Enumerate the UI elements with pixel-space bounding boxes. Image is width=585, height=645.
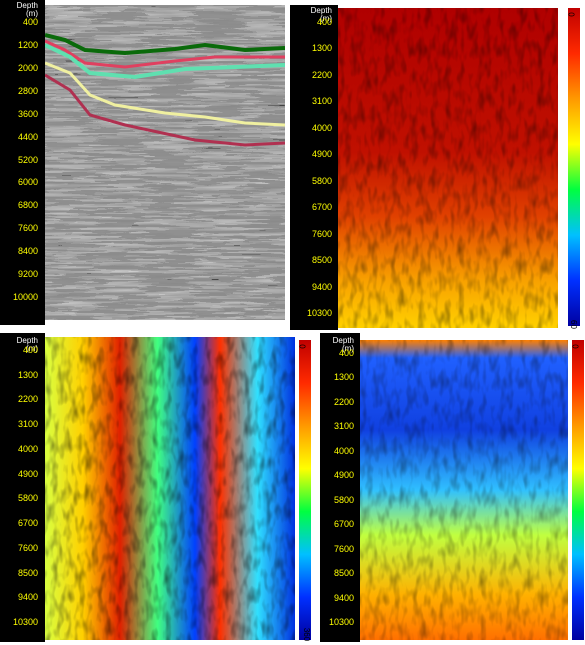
depth-label: 8500 [17,567,38,578]
depth-label: 5200 [17,154,38,165]
depth-label: 10300 [306,308,332,318]
depth-label: 5800 [311,175,332,186]
depth-label: 1300 [17,369,38,380]
depth-label: 2200 [17,394,38,405]
axis-header: Depth [16,1,38,10]
depth-label: 1300 [333,372,354,383]
label-strip [0,0,45,325]
axis-header: (m) [26,344,38,353]
depth-label: 4000 [311,122,332,133]
colorbar [568,8,580,326]
label-strip [0,333,45,642]
depth-label: 8500 [333,568,354,579]
attribute-image [360,340,568,640]
attribute-image [45,337,295,640]
texture [360,340,568,640]
axis-header: Depth [16,336,38,345]
depth-label: 10000 [12,292,38,302]
axis-header: Depth [332,336,354,345]
colorbar-label: 0 [297,344,307,349]
depth-label: 10300 [12,617,38,627]
depth-label: 6700 [311,202,332,213]
axis-header: (m) [26,9,38,18]
depth-label: 7600 [333,543,354,554]
depth-label: 9200 [17,269,38,280]
depth-label: 5800 [333,494,354,505]
depth-label: 3100 [311,96,332,107]
colorbar-label: 0 [566,12,576,17]
attribute-image [338,8,558,328]
depth-label: 6700 [17,518,38,529]
seismic-image [45,5,285,320]
depth-label: 400 [338,348,354,358]
depth-label: 3100 [17,419,38,430]
depth-label: 400 [22,17,38,27]
colorbar-label: 360 [302,627,312,642]
depth-label: 7600 [311,228,332,239]
depth-label: 2200 [311,69,332,80]
depth-label: 400 [316,17,332,27]
depth-label: 4900 [333,470,354,481]
depth-label: 400 [22,345,38,355]
depth-label: 3100 [333,421,354,432]
colorbar [572,340,584,640]
texture [338,8,558,328]
colorbar-label: 0 [570,344,580,349]
depth-label: 4900 [311,149,332,160]
depth-label: 2200 [333,396,354,407]
depth-label: 9400 [17,592,38,603]
depth-label: 10300 [328,617,354,627]
depth-label: 6700 [333,519,354,530]
axis-header: Depth [310,6,332,15]
texture [45,337,295,640]
depth-label: 5800 [17,493,38,504]
depth-label: 8400 [17,246,38,257]
axis-header: (m) [342,344,354,353]
depth-label: 4400 [17,131,38,142]
depth-label: 6000 [17,177,38,188]
depth-label: 9400 [333,592,354,603]
label-strip [290,5,338,330]
depth-label: 8500 [311,255,332,266]
depth-label: 3600 [17,108,38,119]
depth-label: 4900 [17,468,38,479]
colorbar-label: 60 [568,320,578,329]
depth-label: 4000 [333,445,354,456]
colorbar [299,340,311,640]
axis-header: (m) [320,14,332,23]
depth-label: 1300 [311,43,332,54]
depth-label: 6800 [17,200,38,211]
depth-label: 4000 [17,443,38,454]
depth-label: 2800 [17,85,38,96]
depth-label: 9400 [311,281,332,292]
label-strip [320,333,360,642]
depth-label: 1200 [17,39,38,50]
depth-label: 7600 [17,223,38,234]
depth-label: 7600 [17,542,38,553]
depth-label: 2000 [17,62,38,73]
